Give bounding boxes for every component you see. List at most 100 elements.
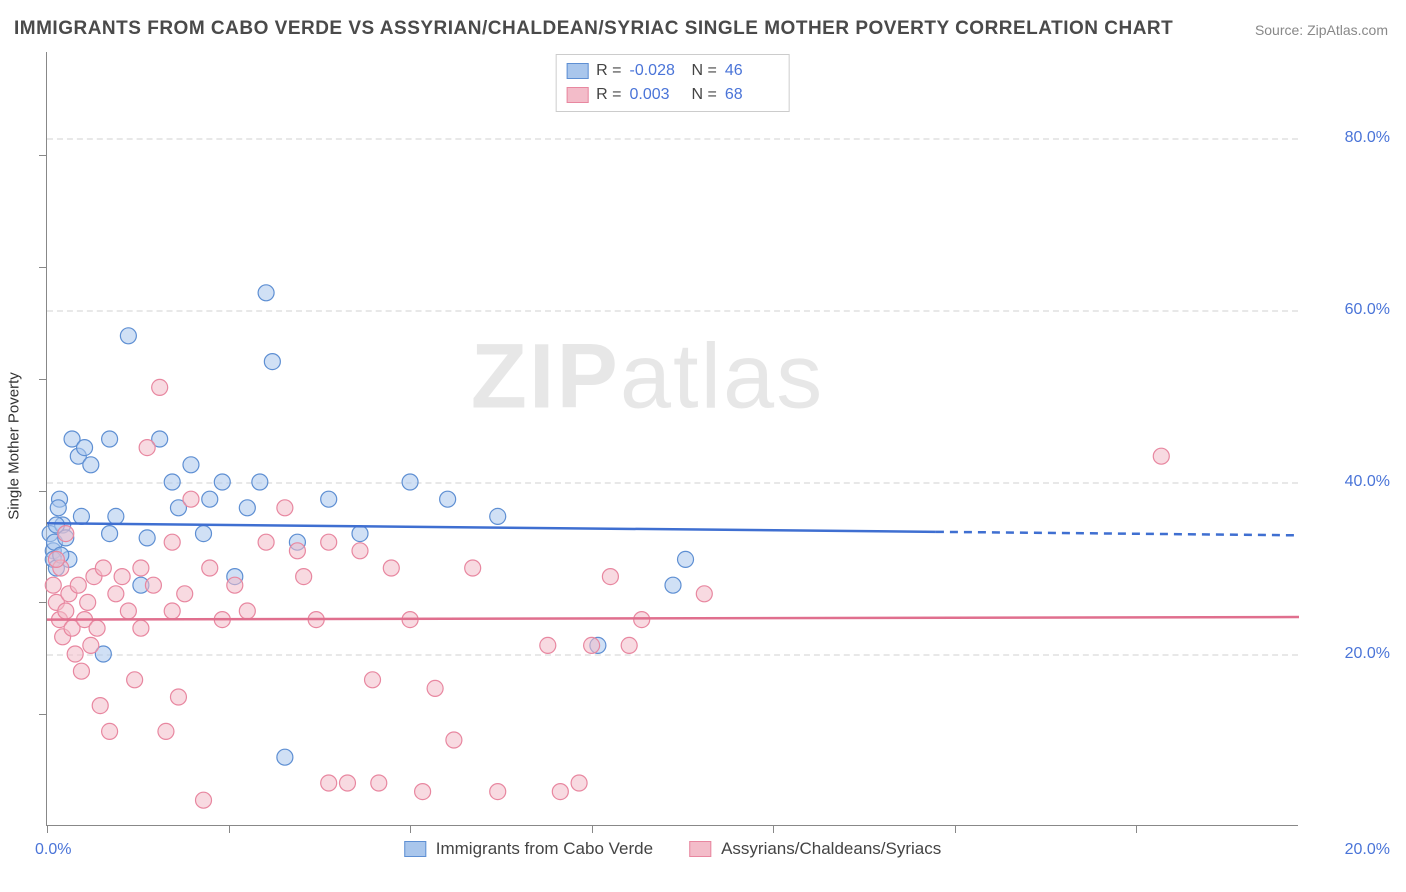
scatter-point	[80, 594, 96, 610]
scatter-point	[170, 689, 186, 705]
x-tick-mark	[1136, 825, 1137, 833]
scatter-point	[120, 603, 136, 619]
scatter-point	[321, 534, 337, 550]
chart-title: IMMIGRANTS FROM CABO VERDE VS ASSYRIAN/C…	[14, 18, 1173, 40]
scatter-point	[83, 637, 99, 653]
y-tick-mark	[39, 491, 47, 492]
scatter-point	[139, 440, 155, 456]
scatter-point	[352, 543, 368, 559]
y-tick-mark	[39, 267, 47, 268]
stat-n-label: N =	[692, 59, 717, 83]
scatter-point	[264, 354, 280, 370]
scatter-point	[277, 500, 293, 516]
scatter-point	[83, 457, 99, 473]
source-label: Source: ZipAtlas.com	[1255, 22, 1388, 38]
x-axis-label-max: 20.0%	[1345, 841, 1390, 859]
legend-swatch	[689, 841, 711, 857]
scatter-point	[145, 577, 161, 593]
scatter-point	[571, 775, 587, 791]
scatter-point	[678, 551, 694, 567]
scatter-point	[48, 551, 64, 567]
scatter-point	[95, 560, 111, 576]
scatter-point	[92, 698, 108, 714]
scatter-point	[114, 569, 130, 585]
scatter-point	[45, 577, 61, 593]
scatter-point	[196, 792, 212, 808]
scatter-svg	[47, 52, 1298, 825]
scatter-point	[108, 586, 124, 602]
scatter-point	[239, 500, 255, 516]
scatter-point	[102, 723, 118, 739]
y-tick-mark	[39, 602, 47, 603]
stat-r-value: -0.028	[630, 59, 684, 83]
y-tick-mark	[39, 379, 47, 380]
y-tick-label: 20.0%	[1310, 645, 1390, 663]
y-tick-label: 60.0%	[1310, 301, 1390, 319]
stat-n-label: N =	[692, 83, 717, 107]
scatter-point	[602, 569, 618, 585]
scatter-point	[202, 560, 218, 576]
scatter-point	[696, 586, 712, 602]
stats-legend: R = -0.028 N = 46R =0.003N =68	[555, 54, 790, 112]
scatter-point	[133, 560, 149, 576]
scatter-point	[365, 672, 381, 688]
scatter-point	[196, 526, 212, 542]
x-tick-mark	[955, 825, 956, 833]
regression-line	[47, 523, 936, 532]
legend-item: Assyrians/Chaldeans/Syriacs	[689, 839, 941, 859]
scatter-point	[50, 500, 66, 516]
scatter-point	[164, 603, 180, 619]
scatter-point	[440, 491, 456, 507]
scatter-point	[252, 474, 268, 490]
scatter-point	[227, 577, 243, 593]
stats-legend-row: R = -0.028 N = 46	[566, 59, 779, 83]
y-tick-label: 40.0%	[1310, 473, 1390, 491]
scatter-point	[352, 526, 368, 542]
scatter-point	[277, 749, 293, 765]
scatter-point	[1153, 448, 1169, 464]
scatter-point	[183, 491, 199, 507]
scatter-point	[584, 637, 600, 653]
scatter-point	[339, 775, 355, 791]
scatter-point	[127, 672, 143, 688]
scatter-point	[102, 431, 118, 447]
x-tick-mark	[773, 825, 774, 833]
stat-n-value: 46	[725, 59, 779, 83]
scatter-point	[371, 775, 387, 791]
scatter-point	[164, 534, 180, 550]
legend-label: Assyrians/Chaldeans/Syriacs	[721, 839, 941, 859]
y-tick-mark	[39, 714, 47, 715]
scatter-point	[289, 543, 305, 559]
stats-legend-row: R =0.003N =68	[566, 83, 779, 107]
legend-label: Immigrants from Cabo Verde	[436, 839, 653, 859]
scatter-point	[164, 474, 180, 490]
y-axis-title: Single Mother Poverty	[6, 372, 23, 520]
x-axis-label-min: 0.0%	[35, 841, 71, 859]
legend-swatch	[566, 63, 588, 79]
scatter-point	[152, 379, 168, 395]
plot-area: ZIPatlas 20.0%40.0%60.0%80.0% 0.0% 20.0%…	[46, 52, 1298, 826]
bottom-legend: Immigrants from Cabo Verde Assyrians/Chal…	[404, 839, 941, 859]
scatter-point	[67, 646, 83, 662]
scatter-point	[214, 474, 230, 490]
scatter-point	[540, 637, 556, 653]
stat-r-label: R =	[596, 59, 621, 83]
scatter-point	[665, 577, 681, 593]
scatter-point	[183, 457, 199, 473]
x-tick-mark	[229, 825, 230, 833]
scatter-point	[177, 586, 193, 602]
x-tick-mark	[410, 825, 411, 833]
scatter-point	[321, 775, 337, 791]
scatter-point	[552, 784, 568, 800]
scatter-point	[490, 508, 506, 524]
scatter-point	[415, 784, 431, 800]
legend-swatch	[404, 841, 426, 857]
x-tick-mark	[47, 825, 48, 833]
y-tick-mark	[39, 155, 47, 156]
legend-swatch	[566, 87, 588, 103]
x-tick-mark	[592, 825, 593, 833]
scatter-point	[258, 534, 274, 550]
scatter-point	[321, 491, 337, 507]
scatter-point	[73, 508, 89, 524]
scatter-point	[490, 784, 506, 800]
